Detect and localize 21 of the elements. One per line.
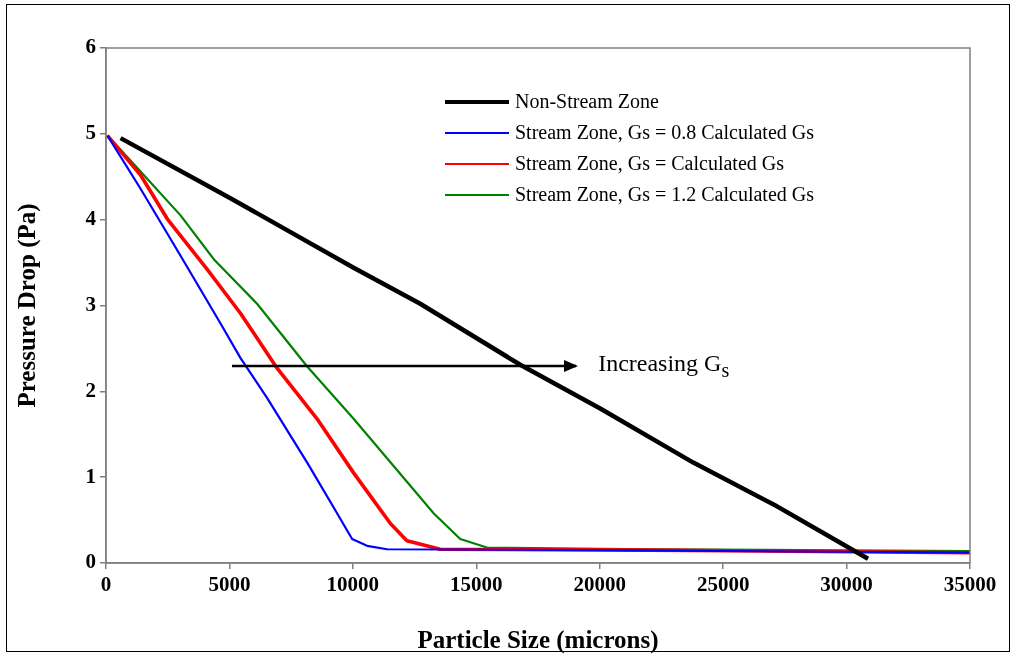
y-tick-label: 5 — [85, 120, 96, 145]
x-tick-label: 30000 — [820, 572, 873, 597]
annotation: Increasing G$_{s}$ — [598, 349, 730, 382]
y-tick-label: 0 — [85, 549, 96, 574]
legend-label: Non-Stream Zone — [515, 90, 659, 113]
x-axis-title: Particle Size (microns) — [417, 626, 659, 655]
x-tick-label: 25000 — [696, 572, 750, 597]
y-tick-label: 3 — [85, 291, 96, 316]
y-tick-label: 1 — [85, 463, 96, 488]
x-tick-label: 20000 — [573, 572, 626, 597]
legend-label: Stream Zone, Gs = Calculated Gs — [515, 152, 784, 175]
x-tick-label: 10000 — [326, 572, 380, 597]
y-tick-label: 2 — [85, 377, 96, 402]
x-tick-label: 35000 — [943, 572, 997, 597]
x-tick-label: 15000 — [450, 572, 503, 597]
x-tick-label: 5000 — [208, 572, 251, 597]
y-tick-label: 4 — [85, 206, 97, 231]
legend-label: Stream Zone, Gs = 1.2 Calculated Gs — [515, 183, 814, 206]
y-axis-title: Pressure Drop (Pa) — [13, 203, 42, 408]
y-tick-label: 6 — [85, 34, 96, 59]
legend-label: Stream Zone, Gs = 0.8 Calculated Gs — [515, 121, 814, 144]
